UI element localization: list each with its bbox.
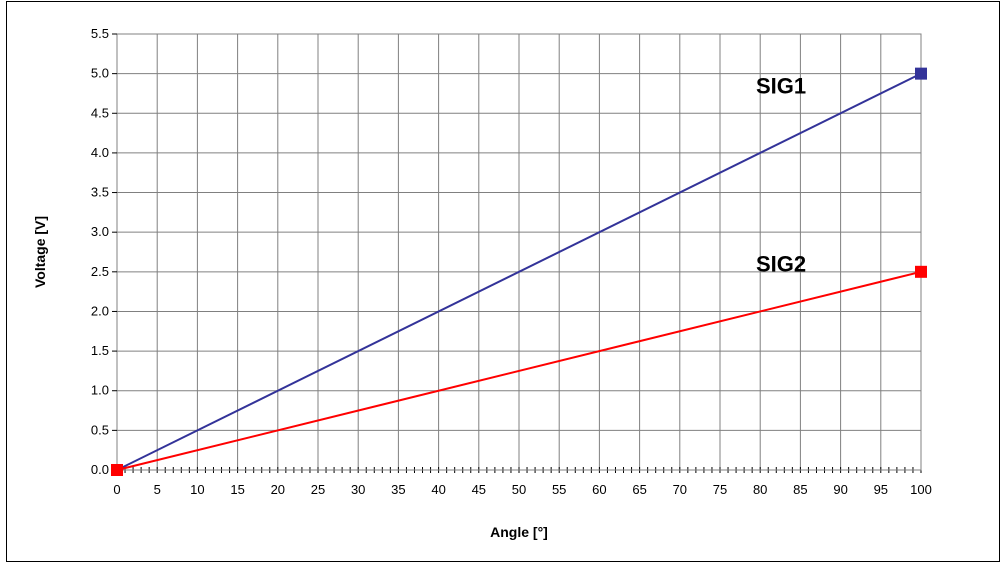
x-tick-label: 10	[190, 482, 204, 497]
series-points	[111, 67, 927, 476]
x-tick-label: 70	[673, 482, 687, 497]
chart-border	[6, 1, 1000, 562]
x-tick-label: 50	[512, 482, 526, 497]
y-tick-label: 4.0	[91, 145, 109, 160]
series-line-sig2	[116, 270, 922, 471]
x-tick-label: 40	[431, 482, 445, 497]
x-tick-label: 25	[311, 482, 325, 497]
x-tick-label: 85	[793, 482, 807, 497]
data-point-sig1	[915, 67, 927, 80]
y-tick-label: 3.5	[91, 185, 109, 200]
x-tick-label: 30	[351, 482, 365, 497]
y-tick-label: 2.5	[91, 264, 109, 279]
y-tick-labels: 0.0 0.5 1.0 1.5 2.0 2.5 3.0 3.5 4.0 4.5 5.0 5.5	[91, 26, 117, 477]
y-tick-label: 1.5	[91, 343, 109, 358]
y-tick-label: 4.5	[91, 105, 109, 120]
x-tick-label: 35	[391, 482, 405, 497]
series-label-sig1: SIG1	[756, 73, 806, 98]
x-tick-label: 90	[833, 482, 847, 497]
x-tick-label: 45	[472, 482, 486, 497]
y-tick-label: 3.0	[91, 224, 109, 239]
x-tick-label: 0	[113, 482, 120, 497]
y-tick-label: 5.5	[91, 26, 109, 41]
data-point-sig2	[111, 464, 123, 476]
x-tick-label: 5	[154, 482, 161, 497]
y-tick-label: 0.0	[91, 462, 109, 477]
y-tick-label: 2.0	[91, 303, 109, 318]
series-line-sig1	[116, 72, 922, 471]
series-label-sig2: SIG2	[756, 252, 806, 277]
x-tick-label: 15	[230, 482, 244, 497]
x-tick-label: 65	[632, 482, 646, 497]
x-tick-labels: 0 5 10 15 20 25 30 35 40 45 50 55 60 65 70 75 80 85 90 95 10…	[113, 482, 931, 497]
data-point-sig2	[915, 265, 927, 278]
y-tick-label: 1.0	[91, 383, 109, 398]
x-tick-label: 95	[874, 482, 888, 497]
x-axis-label: Angle [°]	[490, 524, 548, 540]
plot-area	[116, 33, 922, 471]
series-labels: SIG1 SIG2	[756, 73, 806, 276]
x-tick-label: 80	[753, 482, 767, 497]
y-tick-label: 5.0	[91, 66, 109, 81]
y-axis-label: Voltage [V]	[32, 216, 48, 288]
x-tick-label: 20	[271, 482, 285, 497]
series-lines	[116, 72, 922, 471]
y-tick-label: 0.5	[91, 422, 109, 437]
x-tick-label: 75	[713, 482, 727, 497]
x-tick-label: 60	[592, 482, 606, 497]
x-tick-label: 55	[552, 482, 566, 497]
x-tick-label: 100	[910, 482, 932, 497]
